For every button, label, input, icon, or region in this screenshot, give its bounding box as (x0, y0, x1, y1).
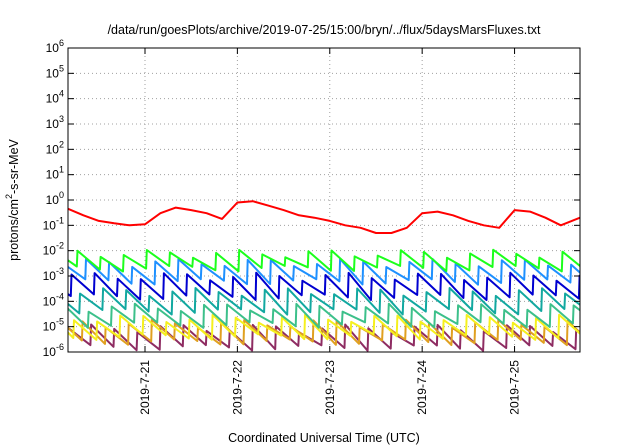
x-tick-label: 2019-7-21 (138, 360, 152, 415)
series-line (68, 257, 580, 286)
x-tick-label: 2019-7-24 (415, 360, 429, 415)
y-tick-label: 10-3 (43, 266, 64, 283)
x-tick-label: 2019-7-22 (230, 360, 244, 415)
chart-title: /data/run/goesPlots/archive/2019-07-25/1… (108, 23, 541, 37)
y-tick-label: 100 (46, 190, 64, 207)
y-tick-label: 103 (46, 114, 64, 131)
series-line (68, 302, 580, 329)
series-line (68, 248, 580, 273)
y-tick-label: 10-6 (43, 342, 64, 359)
series-line (68, 271, 580, 301)
y-axis-label: protons/cm2-s-sr-MeV (4, 138, 21, 260)
series-line (68, 313, 580, 341)
y-tick-label: 10-5 (43, 317, 64, 334)
series-line (68, 287, 580, 316)
y-tick-label: 105 (46, 63, 64, 80)
y-tick-label: 106 (46, 38, 64, 55)
y-tick-label: 102 (46, 139, 64, 156)
y-tick-label: 104 (46, 89, 64, 106)
y-tick-label: 10-4 (43, 291, 64, 308)
x-axis-label: Coordinated Universal Time (UTC) (228, 431, 420, 445)
x-tick-label: 2019-7-23 (323, 360, 337, 415)
y-tick-label: 10-2 (43, 241, 64, 258)
x-tick-label: 2019-7-25 (508, 360, 522, 415)
series-line (68, 200, 580, 234)
y-tick-label: 101 (46, 165, 64, 182)
series-group (68, 200, 580, 352)
y-tick-label: 10-1 (43, 215, 64, 232)
